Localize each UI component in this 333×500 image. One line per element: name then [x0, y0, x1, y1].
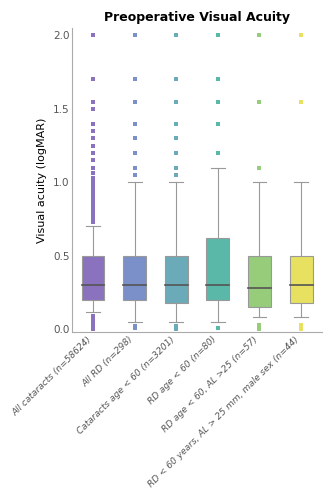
Bar [206, 238, 229, 300]
Bar [290, 256, 313, 303]
Bar [165, 256, 188, 303]
Bar [82, 256, 105, 300]
Y-axis label: Visual acuity (logMAR): Visual acuity (logMAR) [37, 118, 47, 243]
Title: Preoperative Visual Acuity: Preoperative Visual Acuity [104, 11, 290, 24]
Bar [248, 256, 271, 307]
Bar [123, 256, 146, 300]
